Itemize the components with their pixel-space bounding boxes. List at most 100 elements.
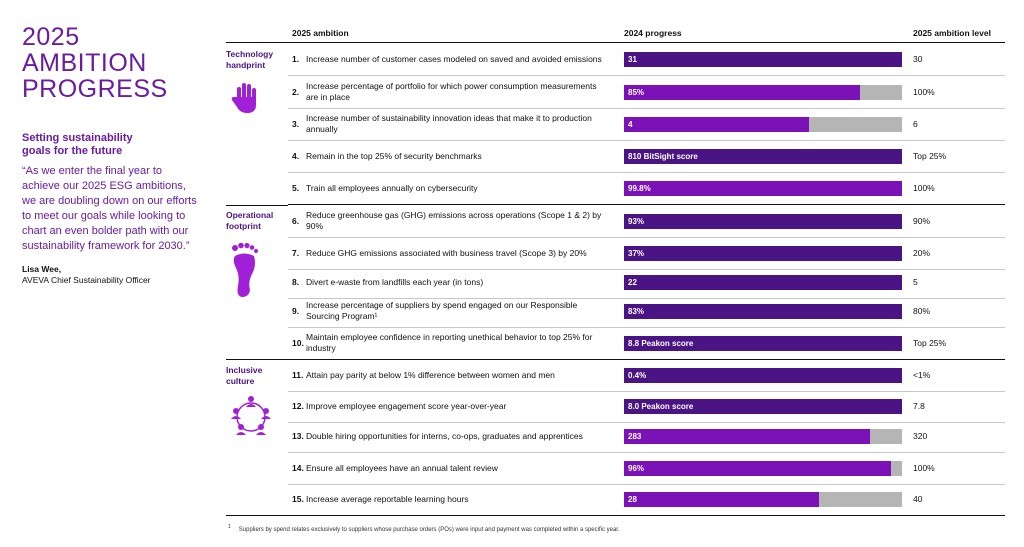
progress-bar: 8.8 Peakon score <box>624 336 902 351</box>
progress-label: 37% <box>628 249 645 258</box>
progress-fill <box>624 336 902 351</box>
progress-fill <box>624 246 902 261</box>
row-ambition: Double hiring opportunities for interns,… <box>306 430 583 441</box>
progress-bar: 85% <box>624 85 902 100</box>
row-ambition: Increase average reportable learning hou… <box>306 493 469 504</box>
progress-bar: 4 <box>624 117 902 132</box>
ambition-level: 90% <box>913 216 931 226</box>
row-number: 4. <box>292 151 300 161</box>
ambition-level: 20% <box>913 248 931 258</box>
bottom-rule <box>226 515 288 516</box>
table-row: 1. Increase number of customer cases mod… <box>288 43 1005 76</box>
category-technology-handprint: Technology handprint <box>226 49 286 120</box>
table-row: 7. Reduce GHG emissions associated with … <box>288 237 1005 270</box>
row-ambition: Increase number of customer cases modele… <box>306 53 602 64</box>
ambition-level: 100% <box>913 87 935 97</box>
progress-label: 96% <box>628 464 645 473</box>
subtitle: Setting sustainability goals for the fut… <box>22 132 133 157</box>
progress-label: 83% <box>628 307 645 316</box>
progress-label: 28 <box>628 495 637 504</box>
progress-label: 31 <box>628 55 637 64</box>
progress-fill <box>624 461 891 476</box>
progress-bar: 8.0 Peakon score <box>624 399 902 414</box>
table-row: 14. Ensure all employees have an annual … <box>288 452 1005 485</box>
ambition-level: 40 <box>913 494 923 504</box>
row-number: 1. <box>292 54 300 64</box>
row-number: 7. <box>292 248 300 258</box>
ambition-level: 7.8 <box>913 401 925 411</box>
header-rule <box>226 42 1005 43</box>
progress-label: 85% <box>628 88 645 97</box>
progress-label: 0.4% <box>628 371 647 380</box>
title-line: AMBITION <box>22 49 147 77</box>
category-label: Technology <box>226 49 274 59</box>
quote: “As we enter the final year to achieve o… <box>22 165 197 252</box>
category-operational-footprint: Operational footprint <box>226 210 286 303</box>
ambition-level: 80% <box>913 306 931 316</box>
row-ambition: Reduce GHG emissions associated with bus… <box>306 247 587 258</box>
progress-fill <box>624 492 819 507</box>
progress-fill <box>624 52 902 67</box>
row-ambition: Increase percentage of portfolio for whi… <box>306 81 597 102</box>
category-label: Operational <box>226 210 274 220</box>
progress-label: 8.0 Peakon score <box>628 402 694 411</box>
progress-label: 99.8% <box>628 184 651 193</box>
column-header-progress: 2024 progress <box>624 28 682 38</box>
category-label: footprint <box>226 221 261 231</box>
quote-author-role: AVEVA Chief Sustainability Officer <box>22 275 151 285</box>
table-row: 15. Increase average reportable learning… <box>288 483 1005 516</box>
progress-bar: 283 <box>624 429 902 444</box>
row-ambition: Reduce greenhouse gas (GHG) emissions ac… <box>306 210 602 231</box>
footnote: 1 Suppliers by spend relates exclusively … <box>228 524 620 533</box>
title-line: 2025 <box>22 23 80 51</box>
row-number: 14. <box>292 463 304 473</box>
table-row: 10. Maintain employee confidence in repo… <box>288 327 1005 360</box>
category-label: handprint <box>226 60 266 70</box>
row-ambition: Ensure all employees have an annual tale… <box>306 462 498 473</box>
progress-bar: 31 <box>624 52 902 67</box>
category-inclusive-culture: Inclusive culture <box>226 365 286 444</box>
row-number: 15. <box>292 494 304 504</box>
table-row: 13. Double hiring opportunities for inte… <box>288 420 1005 453</box>
progress-bar: 22 <box>624 275 902 290</box>
ambition-level: <1% <box>913 370 931 380</box>
page-title: 2025 AMBITION PROGRESS <box>22 24 212 102</box>
table-row: 5. Train all employees annually on cyber… <box>288 172 1005 205</box>
row-number: 3. <box>292 119 300 129</box>
progress-label: 4 <box>628 120 633 129</box>
ambition-level: 30 <box>913 54 923 64</box>
row-ambition: Increase number of sustainability innova… <box>306 113 592 134</box>
ambition-level: 6 <box>913 119 918 129</box>
progress-fill <box>624 429 871 444</box>
row-ambition: Attain pay parity at below 1% difference… <box>306 369 555 380</box>
table-row: 9. Increase percentage of suppliers by s… <box>288 295 1005 328</box>
row-ambition: Maintain employee confidence in reportin… <box>306 332 593 353</box>
row-number: 9. <box>292 306 300 316</box>
progress-fill <box>624 149 902 164</box>
row-number: 8. <box>292 277 300 287</box>
table-row: 3. Increase number of sustainability inn… <box>288 108 1005 141</box>
progress-bar: 0.4% <box>624 368 902 383</box>
intro-panel: 2025 AMBITION PROGRESS Setting sustainab… <box>22 24 212 285</box>
row-ambition: Remain in the top 25% of security benchm… <box>306 150 482 161</box>
row-number: 12. <box>292 401 304 411</box>
progress-bar: 37% <box>624 246 902 261</box>
category-rule <box>226 359 288 360</box>
progress-fill <box>624 368 902 383</box>
column-header-level: 2025 ambition level <box>913 28 991 38</box>
ambition-level: Top 25% <box>913 338 947 348</box>
row-number: 2. <box>292 87 300 97</box>
ambition-level: 100% <box>913 183 935 193</box>
ambition-level: 100% <box>913 463 935 473</box>
row-number: 13. <box>292 431 304 441</box>
table-row: 4. Remain in the top 25% of security ben… <box>288 140 1005 173</box>
row-ambition: Improve employee engagement score year-o… <box>306 400 507 411</box>
row-number: 6. <box>292 216 300 226</box>
row-number: 5. <box>292 183 300 193</box>
row-ambition: Train all employees annually on cybersec… <box>306 182 478 193</box>
progress-fill <box>624 117 810 132</box>
table-row: 6. Reduce greenhouse gas (GHG) emissions… <box>288 205 1005 238</box>
progress-bar: 96% <box>624 461 902 476</box>
progress-fill <box>624 85 861 100</box>
row-ambition: Divert e-waste from landfills each year … <box>306 276 484 287</box>
